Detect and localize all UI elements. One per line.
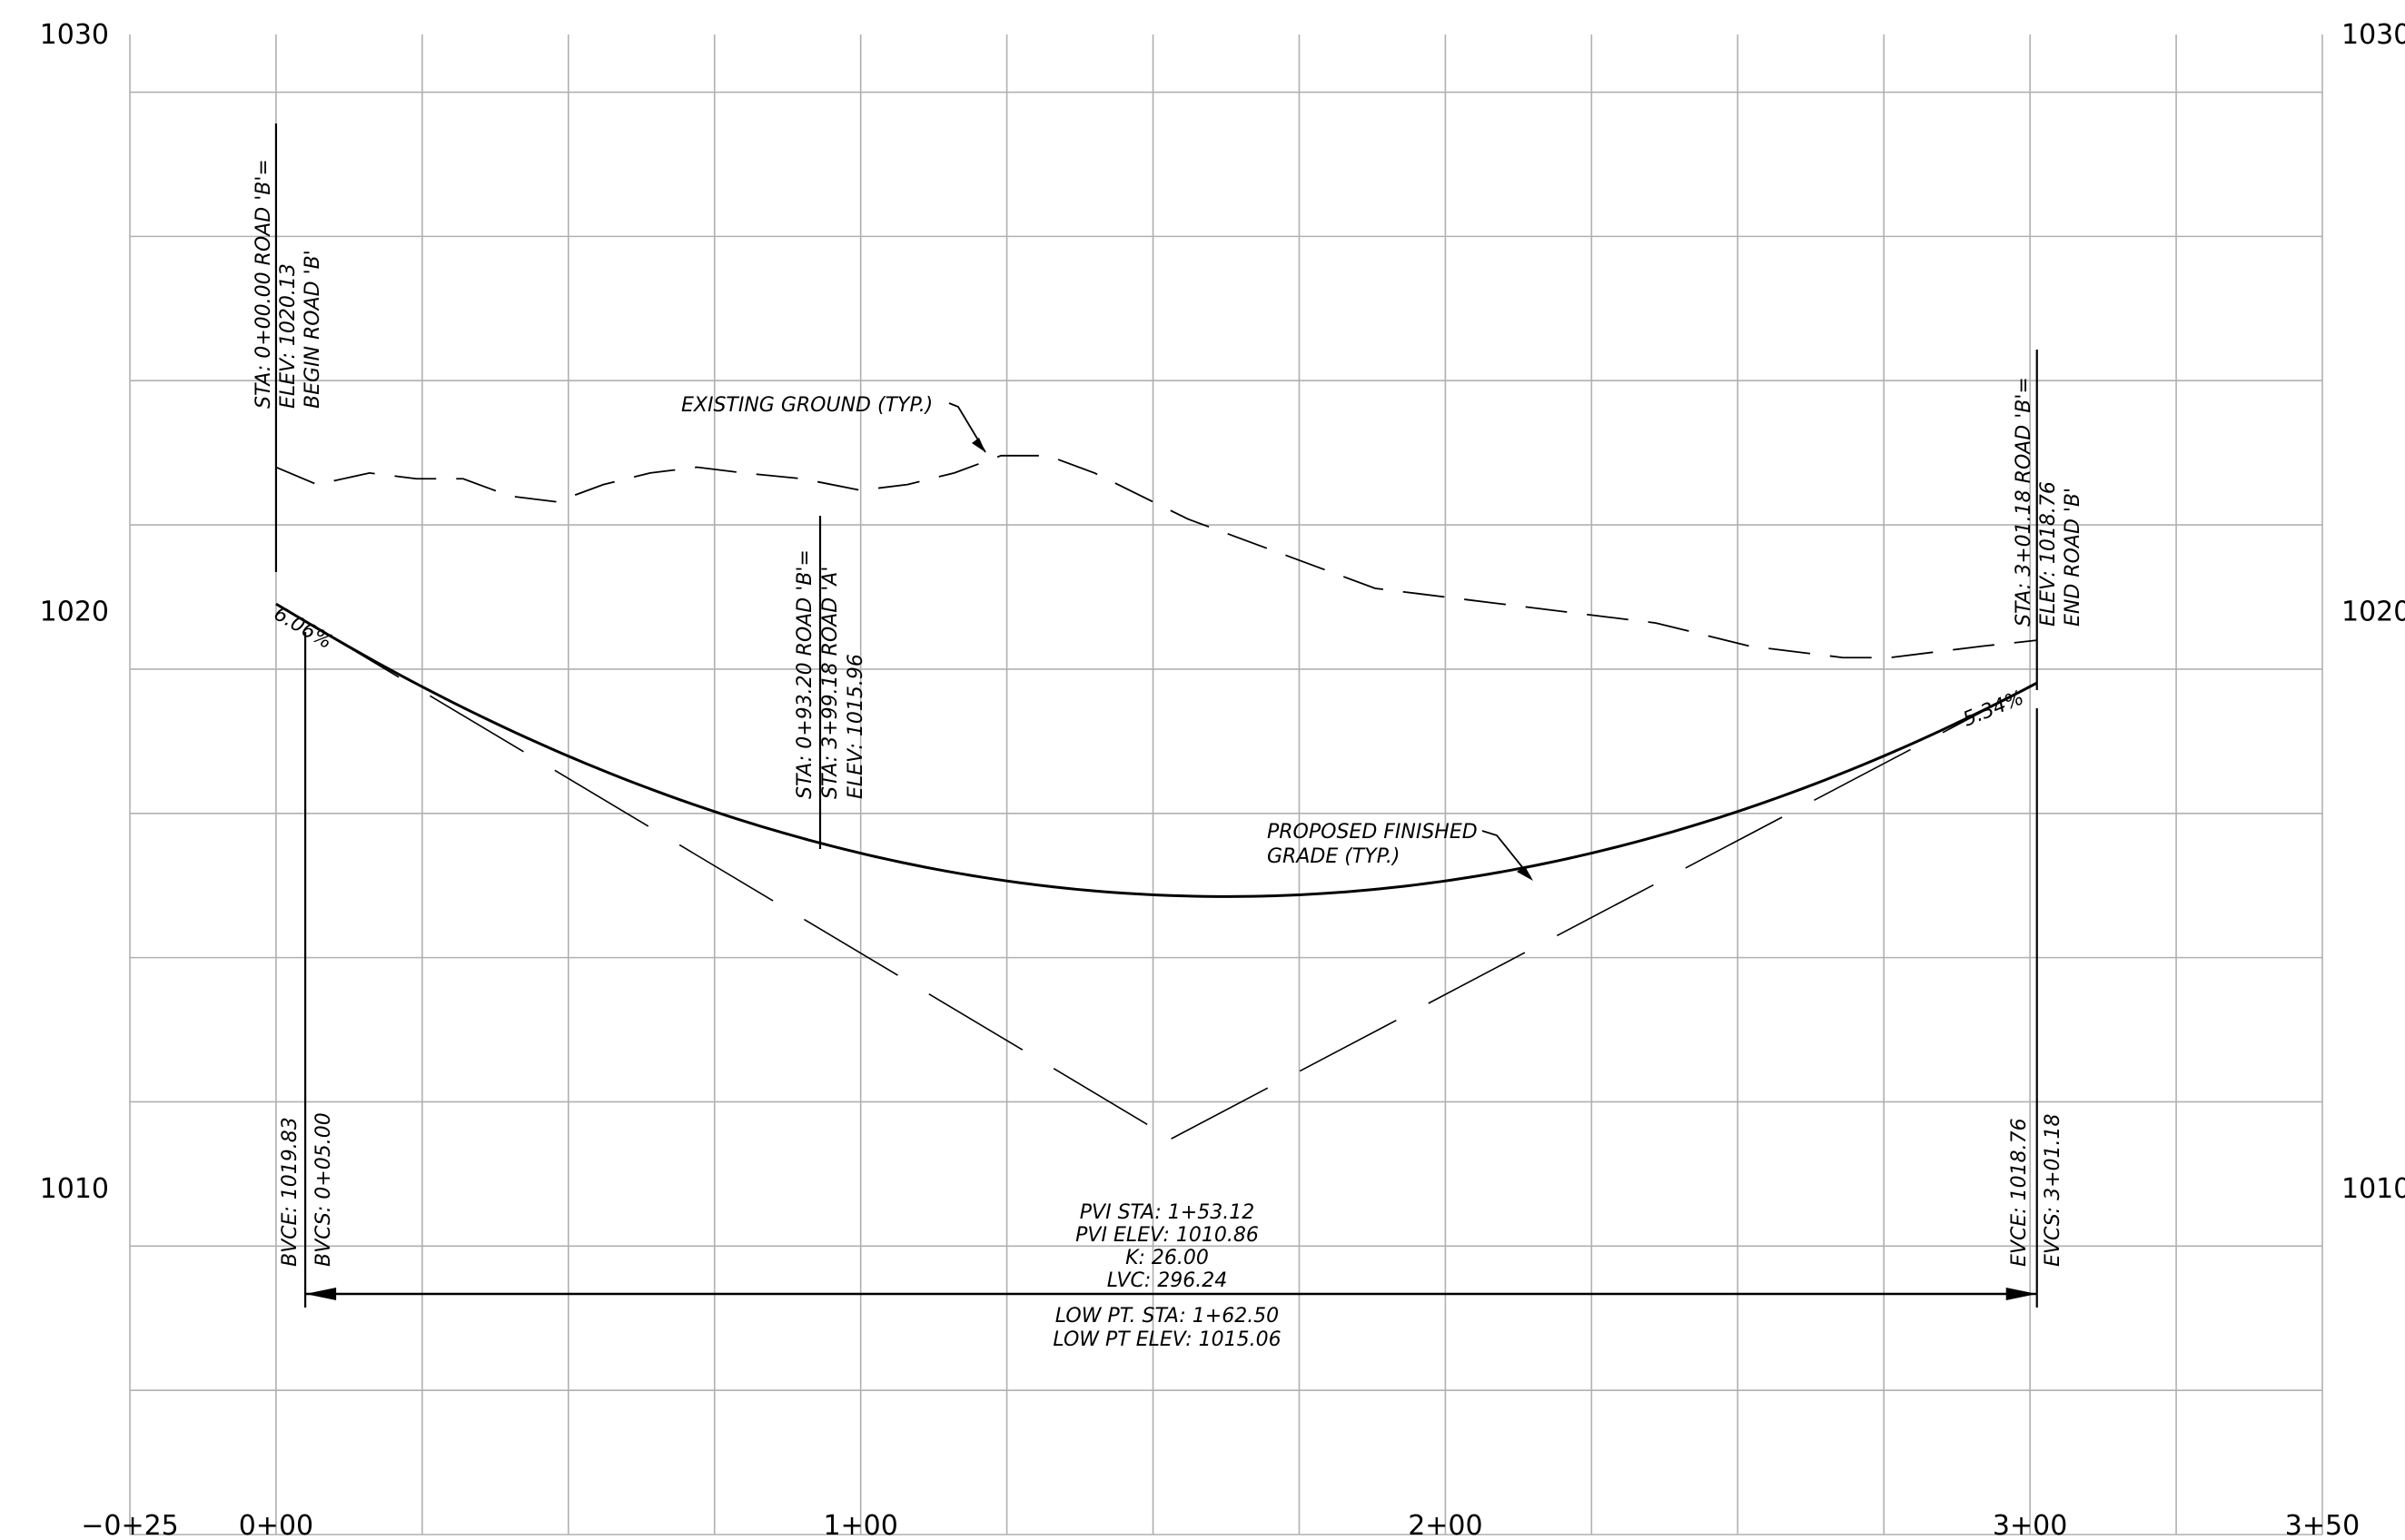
proposed-grade-line: [275, 602, 2038, 898]
low-pt-elev-text: LOW PT ELEV: 1015.06: [1053, 1328, 1281, 1351]
grid-layer: [129, 35, 2323, 1535]
station-tick-label: 3+50: [2285, 1510, 2360, 1540]
begin-elev-text: ELEV: 1020.13: [277, 263, 300, 409]
grade-out-tangent: [1171, 682, 2038, 1140]
end-sta-text: STA: 3+01.18 ROAD 'B'=: [2013, 377, 2035, 627]
elevation-tick-label-right: 1020: [2341, 596, 2405, 627]
station-tick-label: −0+25: [81, 1510, 179, 1540]
pvi-elev-text: PVI ELEV: 1010.86: [1075, 1224, 1259, 1247]
station-tick-label: 2+00: [1408, 1510, 1482, 1540]
proposed-grade-curve: [275, 602, 2038, 898]
elevation-tick-label-left: 1020: [40, 596, 109, 627]
existing-ground-profile: [275, 454, 2037, 659]
proposed-grade-label-line2: GRADE (TYP.): [1267, 845, 1400, 868]
elevation-tick-label-left: 1030: [40, 19, 109, 51]
bvcs-text: BVCS: 0+05.00: [312, 1112, 335, 1267]
station-tick-label: 0+00: [239, 1510, 313, 1540]
grade-tangent-lines: [304, 620, 2038, 1140]
end-road-callout: STA: 3+01.18 ROAD 'B'= ELEV: 1018.76 END…: [2013, 377, 2084, 627]
intersection-callout: STA: 0+93.20 ROAD 'B'= STA: 3+99.18 ROAD…: [794, 549, 867, 799]
low-point-callout: LOW PT. STA: 1+62.50 LOW PT ELEV: 1015.0…: [1053, 1305, 1281, 1351]
proposed-grade-label-line1: PROPOSED FINISHED: [1267, 821, 1478, 844]
axis-tick-labels: 1030 1030 1020 1020 1010 1010 −0+25 0+00 1+00 2+0…: [40, 19, 2405, 1540]
begin-road-text: BEGIN ROAD 'B': [302, 250, 324, 409]
elevation-tick-label-right: 1010: [2341, 1173, 2405, 1205]
end-elev-text: ELEV: 1018.76: [2037, 481, 2060, 627]
low-pt-sta-text: LOW PT. STA: 1+62.50: [1055, 1305, 1279, 1328]
existing-ground-label: EXISTING GROUND (TYP.): [681, 394, 933, 417]
leader-lines: [948, 402, 1533, 881]
k-value-text: K: 26.00: [1125, 1247, 1209, 1269]
evce-text: EVCE: 1018.76: [2008, 1118, 2031, 1267]
dimension-arrow-right: [2005, 1288, 2037, 1300]
end-road-text: END ROAD 'B': [2062, 488, 2084, 627]
station-tick-label: 3+00: [1993, 1510, 2067, 1540]
begin-road-callout: STA: 0+00.00 ROAD 'B'= ELEV: 1020.13 BEG…: [252, 159, 324, 409]
intersection-sta-a-text: STA: 3+99.18 ROAD 'A': [819, 567, 842, 799]
elevation-tick-label-right: 1030: [2341, 19, 2405, 51]
proposed-grade-leader-arrow: [1517, 866, 1533, 881]
lvc-text: LVC: 296.24: [1107, 1269, 1227, 1292]
existing-ground-leader: [948, 402, 986, 453]
grade-out-label: 5.34%: [1960, 686, 2027, 731]
station-tick-label: 1+00: [823, 1510, 897, 1540]
intersection-elev-text: ELEV: 1015.96: [845, 654, 867, 799]
existing-ground-leader-arrow: [972, 438, 985, 452]
evcs-text: EVCS: 3+01.18: [2042, 1113, 2064, 1267]
pvi-sta-text: PVI STA: 1+53.12: [1080, 1201, 1254, 1224]
grade-in-label: 6.06%: [270, 603, 336, 655]
proposed-grade-leader: [1481, 830, 1531, 878]
elevation-tick-label-left: 1010: [40, 1173, 109, 1205]
dimension-arrow-left: [305, 1288, 337, 1300]
intersection-sta-b-text: STA: 0+93.20 ROAD 'B'=: [794, 549, 817, 799]
grade-in-tangent: [304, 620, 1173, 1140]
bvc-callout: BVCE: 1019.83 BVCS: 0+05.00: [279, 1112, 335, 1267]
bvce-text: BVCE: 1019.83: [279, 1117, 302, 1267]
begin-sta-text: STA: 0+00.00 ROAD 'B'=: [252, 159, 275, 409]
evc-callout: EVCE: 1018.76 EVCS: 3+01.18: [2008, 1113, 2064, 1267]
pvi-callout: PVI STA: 1+53.12 PVI ELEV: 1010.86 K: 26…: [1075, 1201, 1259, 1292]
station-markers: [274, 123, 2038, 1308]
existing-ground-line: [275, 454, 2037, 659]
